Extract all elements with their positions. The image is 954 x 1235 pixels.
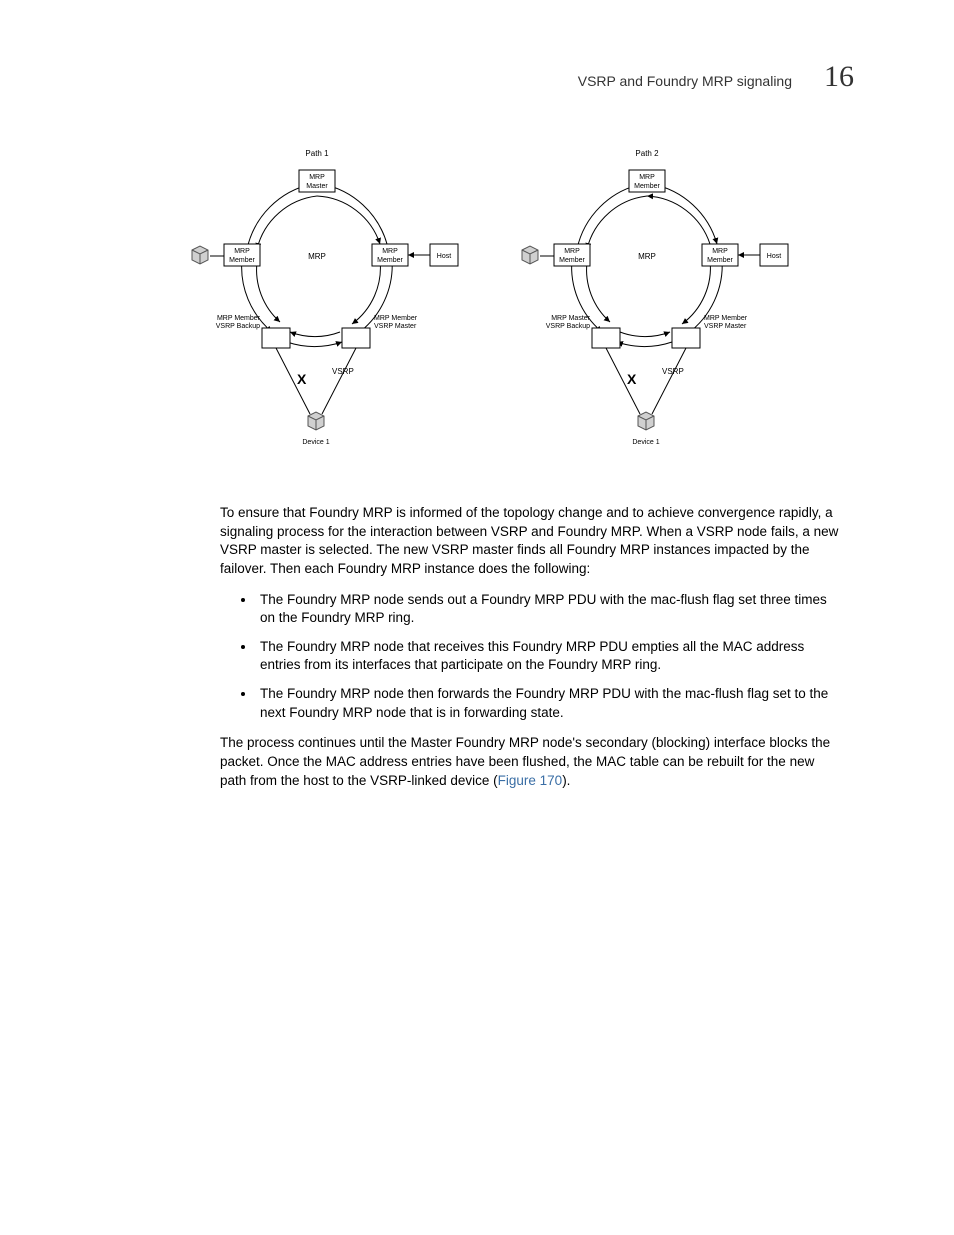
- path2-center: MRP: [638, 252, 656, 261]
- path2-device: Device 1: [632, 439, 659, 446]
- svg-text:MRP Member: MRP Member: [374, 315, 418, 322]
- cube-icon: [522, 246, 538, 264]
- cube-icon: [308, 412, 324, 430]
- bullet-list: The Foundry MRP node sends out a Foundry…: [220, 591, 839, 723]
- paragraph-1: To ensure that Foundry MRP is informed o…: [220, 504, 839, 579]
- svg-text:MRP Master: MRP Master: [551, 315, 590, 322]
- body-text: To ensure that Foundry MRP is informed o…: [220, 504, 839, 790]
- svg-text:VSRP Master: VSRP Master: [704, 323, 747, 330]
- svg-text:VSRP Master: VSRP Master: [374, 323, 417, 330]
- diagram-row: Path 1: [110, 144, 854, 474]
- svg-text:VSRP Backup: VSRP Backup: [216, 323, 260, 330]
- list-item: The Foundry MRP node that receives this …: [256, 638, 839, 675]
- figure-link[interactable]: Figure 170: [498, 773, 563, 788]
- paragraph-2b: ).: [562, 773, 570, 788]
- path1-vsrp: VSRP: [332, 367, 354, 376]
- path1-top-l2: Master: [306, 183, 328, 190]
- list-item: The Foundry MRP node sends out a Foundry…: [256, 591, 839, 628]
- path1-top-l1: MRP: [309, 174, 325, 181]
- paragraph-2: The process continues until the Master F…: [220, 734, 839, 790]
- list-item: The Foundry MRP node then forwards the F…: [256, 685, 839, 722]
- header-title: VSRP and Foundry MRP signaling: [578, 73, 792, 89]
- path1-host: Host: [437, 253, 451, 260]
- svg-text:Member: Member: [634, 183, 660, 190]
- svg-text:Member: Member: [707, 257, 733, 264]
- svg-text:MRP: MRP: [382, 248, 398, 255]
- svg-text:MRP Member: MRP Member: [704, 315, 748, 322]
- chapter-number: 16: [824, 60, 854, 94]
- svg-text:MRP Member: MRP Member: [217, 315, 261, 322]
- svg-text:MRP: MRP: [639, 174, 655, 181]
- x-mark-icon: X: [627, 371, 637, 387]
- cube-icon: [192, 246, 208, 264]
- diagram-path2: Path 2 MRP MRP Membe: [492, 144, 802, 474]
- page: VSRP and Foundry MRP signaling 16 Path 1: [0, 0, 954, 1235]
- page-header: VSRP and Foundry MRP signaling 16: [110, 60, 854, 94]
- x-mark-icon: X: [297, 371, 307, 387]
- svg-text:VSRP Backup: VSRP Backup: [546, 323, 590, 330]
- svg-text:Member: Member: [377, 257, 403, 264]
- diagram-path1: Path 1: [162, 144, 472, 474]
- path1-device: Device 1: [302, 439, 329, 446]
- svg-text:Member: Member: [229, 257, 255, 264]
- path1-title: Path 1: [305, 149, 329, 158]
- svg-text:MRP: MRP: [712, 248, 728, 255]
- svg-text:Member: Member: [559, 257, 585, 264]
- svg-text:MRP: MRP: [234, 248, 250, 255]
- path2-vsrp: VSRP: [662, 367, 684, 376]
- path1-center: MRP: [308, 252, 326, 261]
- svg-text:MRP: MRP: [564, 248, 580, 255]
- path2-host: Host: [767, 253, 781, 260]
- path2-title: Path 2: [635, 149, 659, 158]
- cube-icon: [638, 412, 654, 430]
